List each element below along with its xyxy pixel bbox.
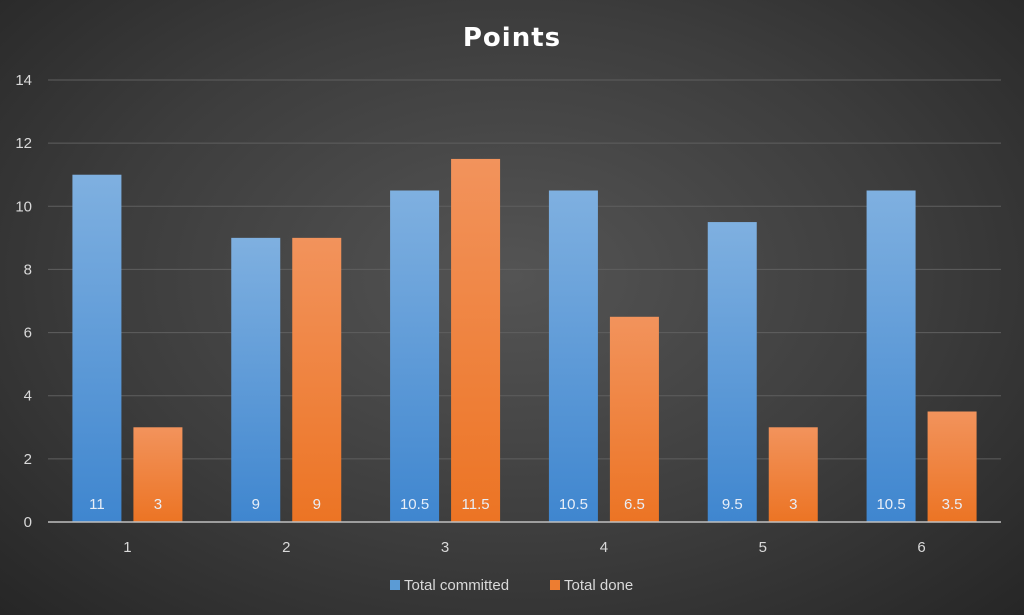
x-tick-label: 3 [441, 539, 449, 556]
data-label: 6.5 [624, 496, 645, 513]
data-label: 11 [89, 496, 105, 513]
data-label: 11.5 [462, 496, 490, 513]
y-tick-label: 14 [15, 72, 32, 89]
x-axis-ticks: 1 2 3 4 5 6 [123, 539, 926, 556]
bar-done [451, 158, 501, 522]
x-tick-label: 4 [600, 539, 608, 556]
data-label: 9 [313, 496, 321, 513]
y-tick-label: 6 [24, 325, 32, 342]
bar-committed [390, 190, 440, 522]
bar-done [292, 237, 342, 522]
legend-label: Total committed [404, 577, 509, 594]
x-tick-label: 6 [917, 539, 925, 556]
data-labels: 11 3 9 9 10.5 11.5 10.5 6.5 9.5 3 10.5 3.5 [89, 496, 962, 513]
data-label: 9.5 [722, 496, 743, 513]
x-tick-label: 1 [123, 539, 131, 556]
data-label: 10.5 [400, 496, 429, 513]
bar-done [768, 427, 818, 522]
legend-label: Total done [564, 577, 633, 594]
bar-committed [707, 222, 757, 523]
y-tick-label: 12 [15, 135, 32, 152]
y-tick-label: 4 [24, 388, 32, 405]
bar-committed [548, 190, 598, 522]
bars [72, 158, 977, 523]
y-axis-ticks: 0 2 4 6 8 10 12 14 [15, 72, 32, 531]
bar-done [927, 411, 977, 522]
data-label: 3 [789, 496, 797, 513]
y-tick-label: 8 [24, 261, 32, 278]
chart-title: Points [463, 23, 561, 53]
y-tick-label: 10 [15, 198, 32, 215]
y-tick-label: 0 [24, 514, 32, 531]
x-tick-label: 2 [282, 539, 290, 556]
legend: Total committed Total done [390, 577, 633, 594]
data-label: 3.5 [942, 496, 963, 513]
bar-committed [231, 237, 281, 522]
data-label: 10.5 [876, 496, 905, 513]
bar-committed [866, 190, 916, 522]
data-label: 3 [154, 496, 162, 513]
bar-done [133, 427, 183, 522]
legend-swatch [390, 580, 400, 590]
bar-done [609, 316, 659, 522]
y-tick-label: 2 [24, 451, 32, 468]
legend-swatch [550, 580, 560, 590]
bar-committed [72, 174, 122, 522]
gridlines [48, 79, 1001, 460]
x-tick-label: 5 [759, 539, 767, 556]
data-label: 9 [252, 496, 260, 513]
data-label: 10.5 [559, 496, 588, 513]
